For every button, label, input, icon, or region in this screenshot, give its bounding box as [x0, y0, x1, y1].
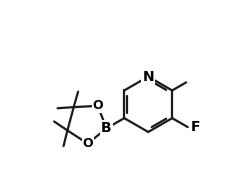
- Text: B: B: [101, 121, 112, 135]
- Text: F: F: [191, 120, 201, 134]
- Text: O: O: [82, 137, 93, 150]
- Text: N: N: [142, 70, 154, 84]
- Text: O: O: [92, 99, 103, 112]
